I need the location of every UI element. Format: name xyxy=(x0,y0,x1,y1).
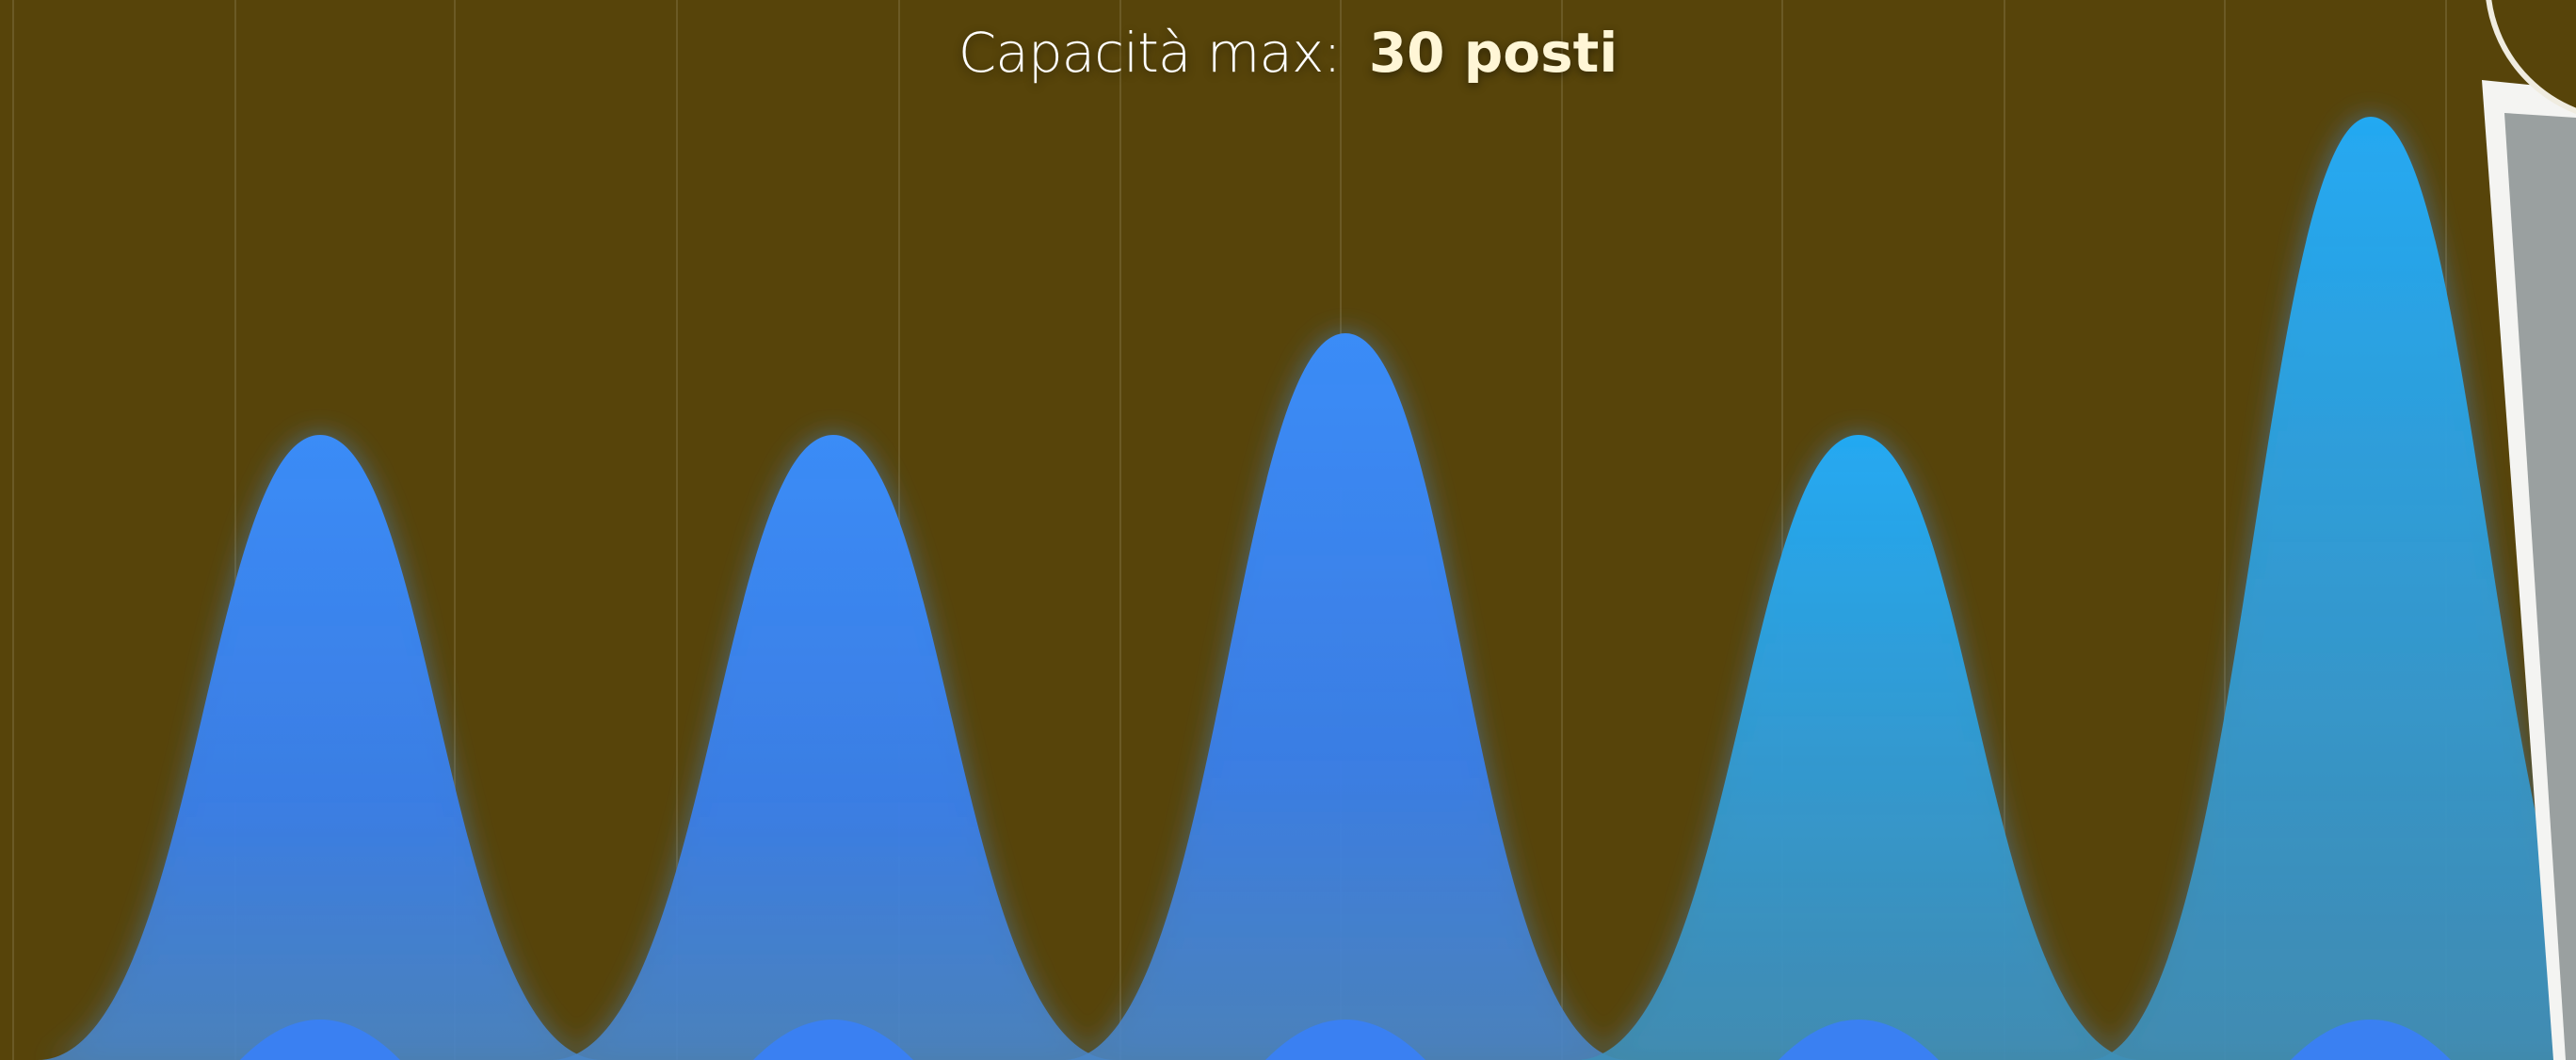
capacity: Capacità max: 30 posti xyxy=(0,21,2576,85)
decoration xyxy=(0,0,2576,1060)
body: Capacità max:30 posti (() => { const dat… xyxy=(0,0,2576,1060)
page: Capacità {"header": {"label": "Capacità … xyxy=(0,0,2576,1060)
capacity-label: Capacità max: xyxy=(958,21,1341,85)
peaks xyxy=(38,117,2576,1060)
slide: Capacità max: 30 posti xyxy=(0,0,2576,1060)
capacity-value: 30 posti xyxy=(1369,21,1618,85)
